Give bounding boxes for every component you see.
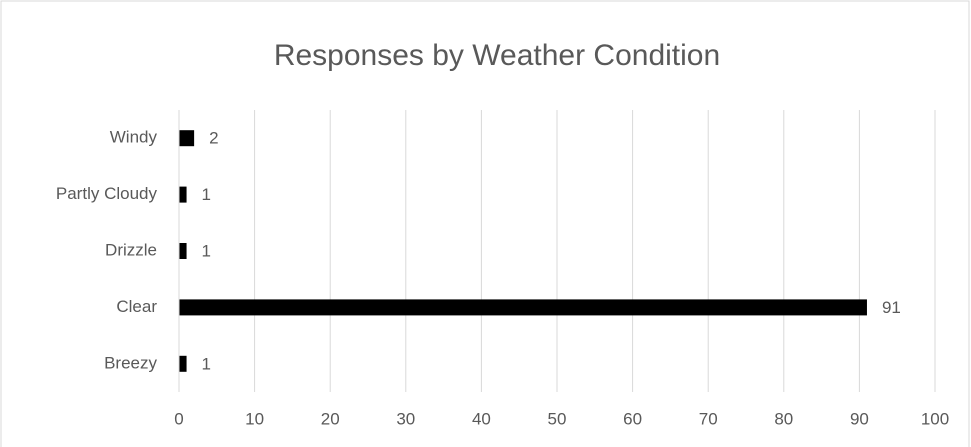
x-tick-label: 70	[699, 409, 718, 428]
bar	[179, 243, 187, 259]
x-tick-label: 50	[548, 409, 567, 428]
x-tick-label: 100	[921, 409, 949, 428]
y-tick-label: Windy	[110, 128, 158, 147]
x-tick-label: 80	[774, 409, 793, 428]
data-label: 1	[202, 185, 211, 204]
x-tick-label: 10	[245, 409, 264, 428]
bar	[179, 130, 195, 147]
x-tick-label: 0	[174, 409, 183, 428]
data-label: 1	[202, 354, 211, 373]
y-tick-label: Clear	[116, 297, 157, 316]
y-tick-label: Breezy	[104, 353, 157, 372]
data-label: 91	[882, 298, 901, 317]
bar	[179, 299, 867, 316]
data-label: 1	[202, 241, 211, 260]
x-tick-label: 40	[472, 409, 491, 428]
x-tick-label: 20	[321, 409, 340, 428]
x-tick-label: 30	[396, 409, 415, 428]
chart-title: Responses by Weather Condition	[274, 39, 720, 72]
y-tick-label: Drizzle	[105, 240, 157, 259]
bar	[179, 186, 187, 203]
data-label: 2	[209, 129, 218, 148]
bar	[179, 355, 187, 372]
y-tick-label: Partly Cloudy	[56, 184, 158, 203]
x-tick-label: 60	[623, 409, 642, 428]
x-tick-label: 90	[850, 409, 869, 428]
